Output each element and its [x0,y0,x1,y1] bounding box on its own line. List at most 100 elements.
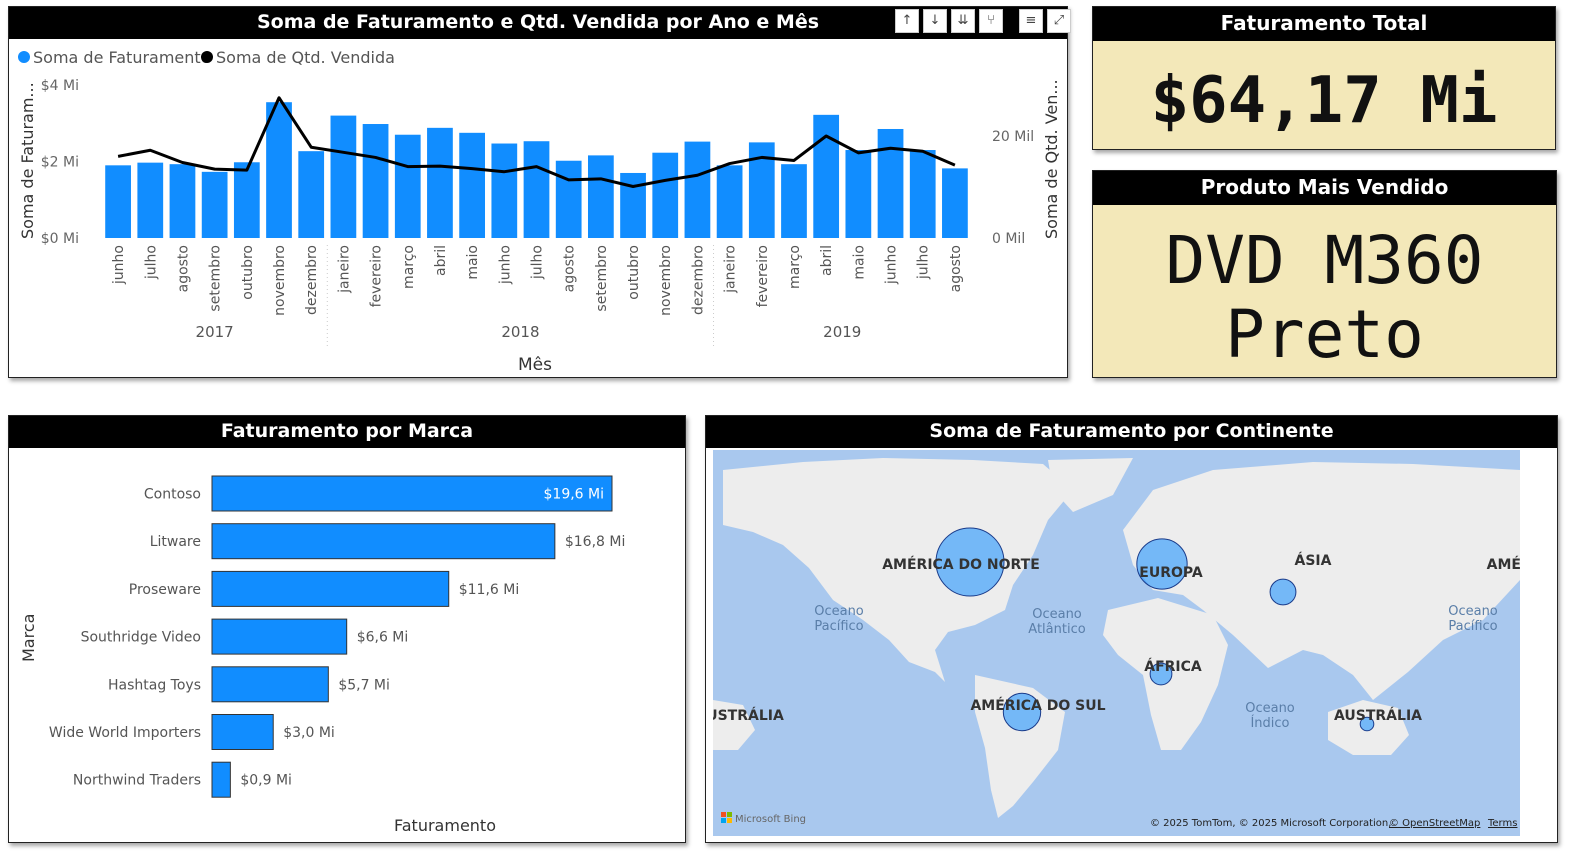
brand-data-label: $5,7 Mi [338,677,390,693]
revenue-bar[interactable] [459,132,486,238]
brand-bar[interactable] [211,714,274,750]
revenue-bar[interactable] [587,155,614,238]
month-label: fevereiro [369,245,385,307]
revenue-bar[interactable] [813,114,840,238]
continent-bubble[interactable] [1136,538,1188,590]
land-eurasia [1123,462,1520,700]
brand-label: Hashtag Toys [108,677,201,693]
brand-bar[interactable] [211,761,231,798]
revenue-bar[interactable] [394,134,421,238]
bing-logo-square-yellow [727,818,732,823]
brand-bar[interactable] [211,475,613,512]
brand-data-label: $6,6 Mi [357,630,409,646]
continent-bubble[interactable] [935,527,1005,597]
revenue-bar[interactable] [909,150,936,238]
revenue-bar[interactable] [137,162,164,238]
right-axis-ticks: 0 Mil 20 Mil [992,129,1034,247]
revenue-bar[interactable] [362,124,389,238]
revenue-bar[interactable] [716,165,743,238]
fork-icon[interactable]: ⑂ [979,9,1003,33]
arrow-down-icon[interactable]: ↓ [923,9,947,33]
revenue-bar[interactable] [105,165,131,238]
label-atlantic-2: Atlântico [1028,622,1085,637]
brand-label: Northwind Traders [73,773,201,789]
legend-label-qtd: Soma de Qtd. Vendida [216,48,395,67]
revenue-bar[interactable] [523,141,550,238]
brand-bar[interactable] [211,618,348,655]
month-label: fevereiro [755,245,771,307]
terms-link[interactable]: Terms [1487,818,1517,829]
revenue-bar[interactable] [491,143,518,238]
revenue-bar[interactable] [942,168,968,238]
revenue-bar[interactable] [169,164,196,238]
brand-bar[interactable] [211,666,329,703]
label-pacific-west-2: Pacífico [814,619,863,634]
continent-bubble[interactable] [1002,692,1042,732]
brand-bar[interactable] [211,523,556,560]
expand-icon[interactable]: ⤢ [1047,9,1071,33]
label-pacific-east-2: Pacífico [1448,619,1497,634]
left-axis-ticks: $0 Mi $2 Mi $4 Mi [41,78,79,247]
revenue-bar[interactable] [845,150,872,238]
brand-data-label: $11,6 Mi [459,582,520,598]
month-label: julho [143,245,159,280]
brand-data-label: $3,0 Mi [283,725,335,741]
revenue-bar[interactable] [201,171,228,238]
combo-chart: Soma de Faturamento Soma de Qtd. Vendida… [18,48,1061,375]
brand-chart-panel: Faturamento por Marca Marca Faturamento … [8,415,686,843]
world-map[interactable]: AMÉRICA DO NORTE EUROPA ÁSIA ÁFRICA AMÉR… [713,450,1520,836]
continent-bubble[interactable] [1149,662,1173,686]
continent-bubble[interactable] [1359,716,1375,732]
right-tick-label: 20 Mil [992,129,1034,145]
quantity-line[interactable] [117,96,956,188]
x-axis-title: Mês [518,355,552,375]
x-axis-year-labels: 2017 2018 2019 [196,245,861,349]
continent-bubble[interactable] [1269,578,1297,606]
month-label: maio [465,245,481,280]
year-label: 2017 [196,323,234,341]
double-arrow-down-icon[interactable]: ⇊ [951,9,975,33]
revenue-bar[interactable] [877,128,904,238]
month-label: julho [916,245,932,280]
arrow-up-icon[interactable]: ↑ [895,9,919,33]
revenue-bar[interactable] [298,151,325,238]
brand-bar[interactable] [211,570,450,607]
month-label: janeiro [723,245,739,294]
brand-bar-chart: Marca Faturamento Contoso $19,6 Mi Litware… [19,475,625,835]
brand-label: Proseware [129,582,201,598]
brand-bars: Contoso $19,6 Mi Litware $16,8 Mi Proseware $… [49,475,625,798]
revenue-bar[interactable] [266,102,292,239]
land-west-edge-australia [713,700,755,750]
legend-marker-qtd [201,51,213,63]
revenue-bar[interactable] [684,141,711,238]
label-pacific-east-1: Oceano [1448,604,1498,619]
filter-icon[interactable]: ≡ [1019,9,1043,33]
month-label: maio [851,245,867,280]
label-north-america: AMÉRICA DO NORTE [882,556,1040,573]
brand-label: Southridge Video [81,630,201,646]
label-pacific-west-1: Oceano [814,604,864,619]
month-label: março [787,245,803,289]
revenue-bar[interactable] [233,162,260,238]
combo-bars [105,102,968,239]
continent-labels: AMÉRICA DO NORTE EUROPA ÁSIA ÁFRICA AMÉR… [713,552,1520,724]
revenue-bar[interactable] [555,160,582,238]
openstreetmap-link[interactable]: © OpenStreetMap [1389,818,1480,829]
label-europe: EUROPA [1139,565,1203,581]
faturamento-total-title: Faturamento Total [1093,7,1555,41]
revenue-bar[interactable] [652,152,679,238]
faturamento-total-card: Faturamento Total $64,17 Mi [1092,6,1556,150]
ocean-labels: Oceano Pacífico Oceano Atlântico Oceano … [814,604,1498,731]
land-north-america [723,458,1073,682]
revenue-bar[interactable] [427,127,453,238]
month-label: dezembro [304,245,320,315]
revenue-bar[interactable] [781,164,807,238]
produto-mais-vendido-line2: Preto [1225,296,1424,373]
legend: Soma de Faturamento Soma de Qtd. Vendida [18,48,395,67]
revenue-bar[interactable] [620,172,646,238]
land-south-america [975,675,1065,818]
revenue-bar[interactable] [330,115,357,238]
bing-logo-square-red [721,812,726,817]
month-label: agosto [175,245,191,292]
month-label: janeiro [336,245,352,294]
